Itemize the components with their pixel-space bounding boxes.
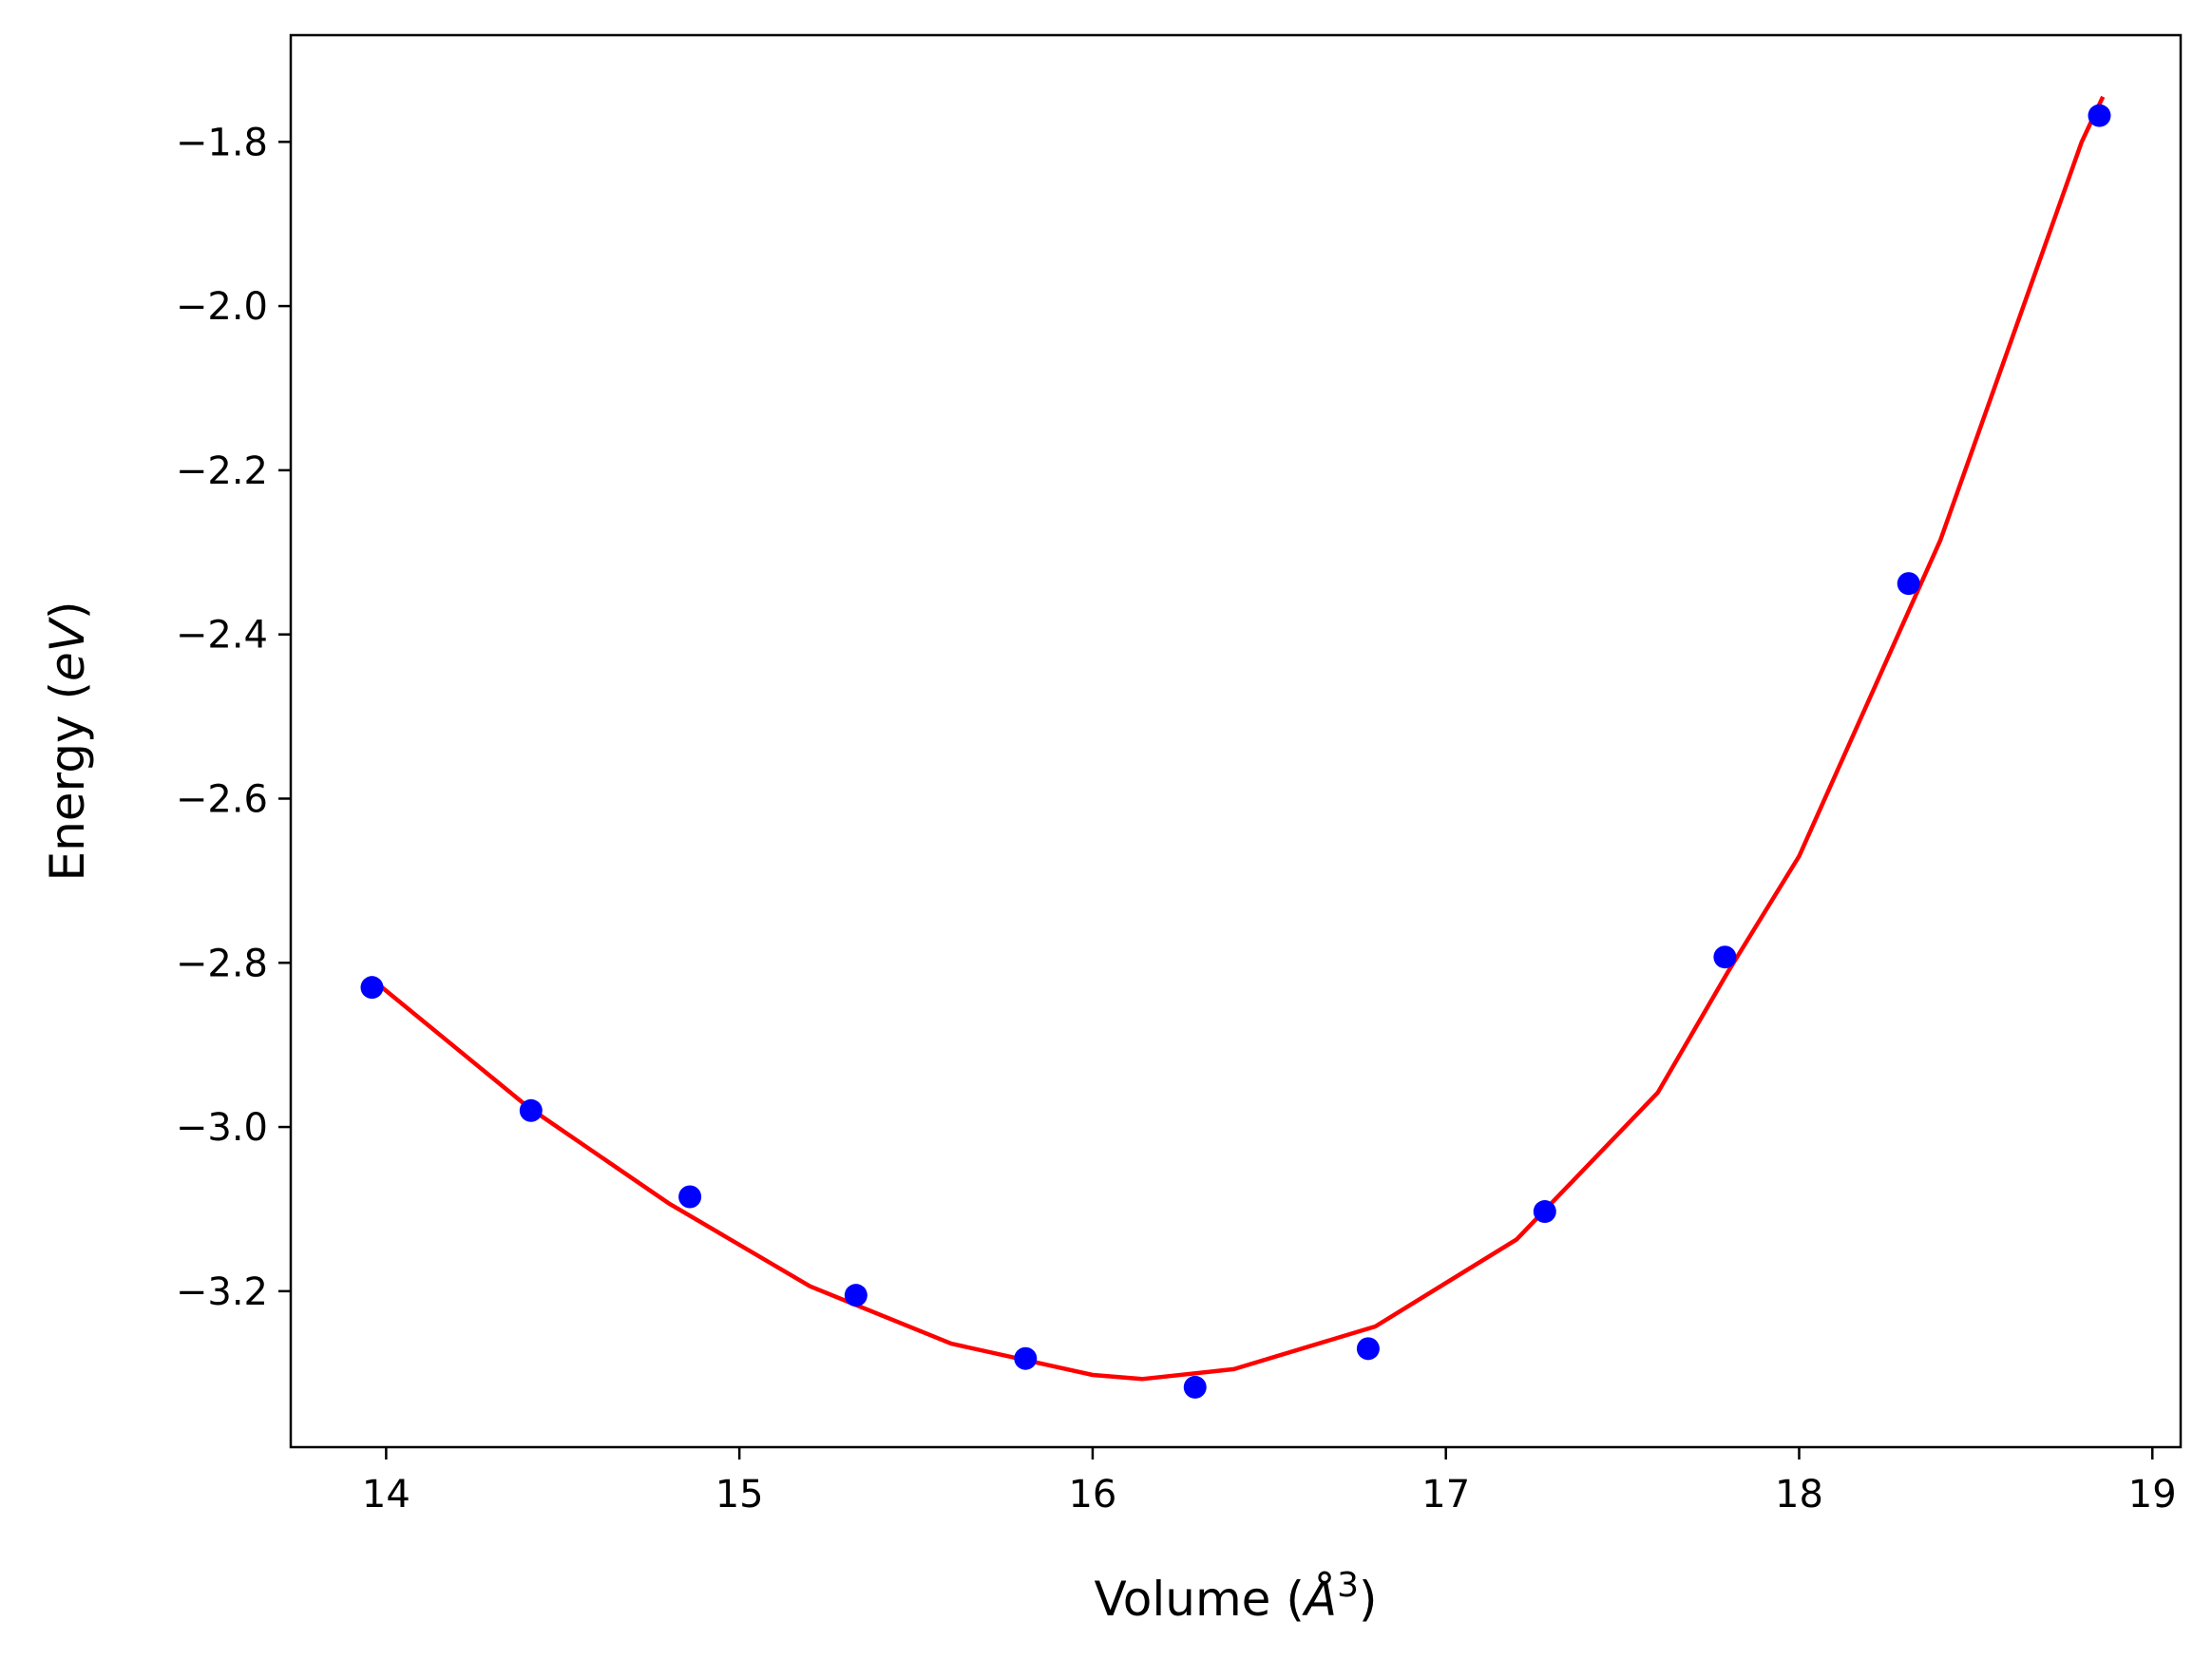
y-tick-label: −2.0	[176, 285, 268, 329]
x-axis-label: Volume (Å3)	[1094, 1566, 1377, 1628]
data-point	[360, 976, 384, 1000]
x-tick-label: 14	[362, 1473, 410, 1517]
y-tick-label: −2.4	[176, 614, 268, 658]
y-tick-label: −3.0	[176, 1106, 268, 1150]
y-axis-label: Energy (eV)	[40, 601, 95, 882]
data-point	[844, 1284, 868, 1307]
x-axis-ticks: 14 15 16 17 18 19	[362, 1447, 2177, 1517]
y-tick-label: −1.8	[176, 121, 268, 164]
axes-frame	[289, 33, 2183, 1449]
y-tick-label: −2.8	[176, 942, 268, 985]
data-point	[1713, 945, 1737, 969]
data-point	[1356, 1337, 1380, 1361]
data-point	[2088, 104, 2111, 127]
fit-line	[371, 95, 2106, 1382]
y-tick-label: −2.6	[176, 777, 268, 821]
x-tick-label: 18	[1775, 1473, 1823, 1517]
plot-area	[360, 95, 2111, 1399]
y-tick-label: −3.2	[176, 1270, 268, 1314]
x-tick-label: 17	[1421, 1473, 1470, 1517]
data-point	[1183, 1375, 1207, 1399]
x-tick-label: 15	[715, 1473, 764, 1517]
data-point	[1014, 1346, 1038, 1370]
data-point	[1533, 1200, 1556, 1224]
data-point	[1897, 572, 1920, 596]
y-tick-label: −2.2	[176, 449, 268, 493]
data-point	[678, 1185, 702, 1209]
x-tick-label: 19	[2128, 1473, 2177, 1517]
data-point	[519, 1098, 543, 1122]
x-tick-label: 16	[1068, 1473, 1116, 1517]
y-axis-ticks: −3.2 −3.0 −2.8 −2.6 −2.4 −2.2 −2.0 −1.8	[176, 121, 291, 1314]
